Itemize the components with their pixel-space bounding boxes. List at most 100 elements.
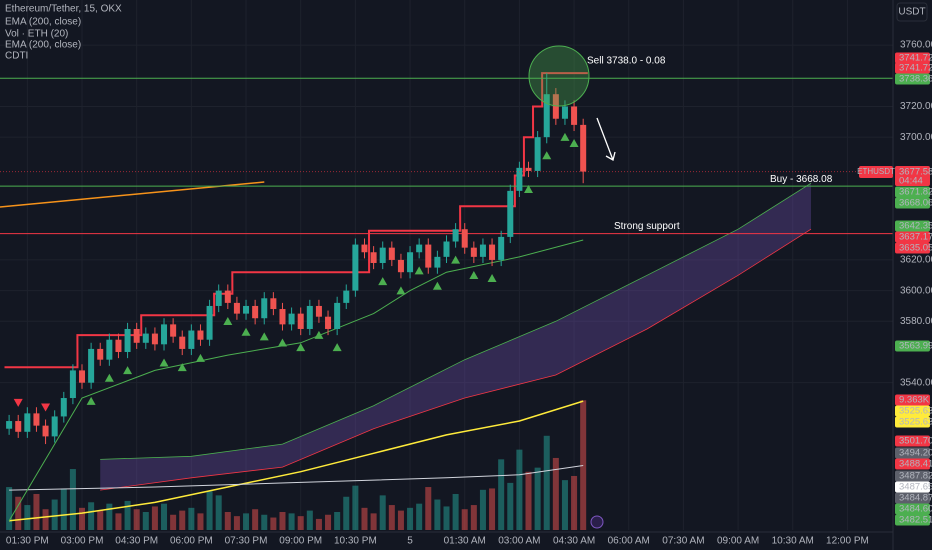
price-tag-label: 3488.41 <box>899 459 932 470</box>
volume-bar <box>580 400 587 530</box>
volume-bar <box>370 513 377 530</box>
y-tick-label: 3700.00 <box>900 132 932 143</box>
price-tag <box>895 394 930 406</box>
price-tag-label: 3668.06 <box>899 198 932 209</box>
candle-body <box>224 290 231 303</box>
event-icon[interactable] <box>590 515 604 529</box>
volume-bar <box>361 507 368 530</box>
candle-body <box>151 333 158 345</box>
price-tag-label: 3484.87 <box>899 493 932 504</box>
candle-body <box>571 106 578 125</box>
buy-signal <box>378 277 388 286</box>
candle-body <box>525 167 532 171</box>
candle-body <box>452 229 459 242</box>
price-tag <box>895 435 930 447</box>
legend-item: CDTI <box>5 51 28 62</box>
buy-signal <box>314 330 324 339</box>
volume-bar <box>88 502 95 530</box>
volume-bar <box>534 467 541 530</box>
price-tag-label: 3487.65 <box>899 482 932 493</box>
candle-body <box>124 328 131 352</box>
price-tag <box>895 492 930 504</box>
buy-signal <box>560 132 570 141</box>
y-tick-label: 3620.00 <box>900 255 932 266</box>
volume-bar <box>170 514 177 530</box>
candle-body <box>15 421 22 432</box>
candle-body <box>361 244 368 253</box>
currency-button[interactable] <box>896 2 928 22</box>
buy-signal <box>469 270 479 279</box>
volume-bar <box>288 513 295 530</box>
price-tag <box>895 481 930 493</box>
candle-body <box>561 106 568 119</box>
candle-body <box>233 302 240 314</box>
candle-body <box>79 370 86 383</box>
price-tag <box>895 73 930 85</box>
ema-line <box>9 400 584 522</box>
legend-symbol: Ethereum/Tether, 15, OKX <box>5 4 122 15</box>
candle-body <box>443 241 450 257</box>
price-tag-label: 3738.36 <box>899 74 932 85</box>
level-label: Buy - 3668.08 <box>770 174 833 185</box>
price-tag <box>895 52 930 64</box>
candle-body <box>197 330 204 340</box>
candle-body <box>325 316 332 329</box>
cloud-lower <box>100 228 812 491</box>
candle-body <box>543 94 550 138</box>
buy-signal <box>414 266 424 275</box>
volume-bar <box>60 488 67 530</box>
volume-bar <box>425 487 432 530</box>
x-tick-label: 12:00 PM <box>826 536 869 547</box>
buy-signal <box>296 343 306 352</box>
volume-bar <box>197 513 204 530</box>
volume-bar <box>552 457 559 530</box>
buy-signal <box>542 151 552 160</box>
x-tick-label: 07:30 AM <box>662 536 704 547</box>
price-tag-label: 3635.05 <box>899 243 932 254</box>
volume-bar <box>489 488 496 530</box>
candle-body <box>142 333 149 343</box>
x-tick-label: 09:00 AM <box>717 536 759 547</box>
candle-body <box>434 256 441 268</box>
price-tag-label: 3482.51 <box>899 515 932 526</box>
candle-body <box>407 252 414 273</box>
y-tick-label: 3720.00 <box>900 101 932 112</box>
currency-button-label[interactable]: USDT <box>898 7 925 18</box>
volume-bar <box>443 506 450 530</box>
volume-bar <box>397 510 404 530</box>
volume-bar <box>407 507 414 530</box>
candle-body <box>42 425 49 437</box>
volume-bar <box>561 480 568 530</box>
volume-bar <box>352 485 359 530</box>
candle-body <box>215 290 222 306</box>
candle-body <box>24 413 31 432</box>
volume-bar <box>252 509 259 530</box>
candle-body <box>161 324 168 345</box>
price-tag <box>895 340 930 352</box>
candle-body <box>6 421 13 429</box>
candle-body <box>106 339 113 360</box>
price-tag-label: 3563.99 <box>899 341 932 352</box>
candle-body <box>133 328 140 343</box>
candle-body <box>261 298 268 319</box>
volume-bar <box>133 509 140 530</box>
volume-bar <box>179 510 186 530</box>
buy-signal <box>159 358 169 367</box>
volume-bar <box>151 506 158 530</box>
candle-body <box>461 229 468 248</box>
x-tick-label: 04:30 PM <box>115 536 158 547</box>
symbol-tag <box>859 166 893 178</box>
buy-signal <box>396 286 406 295</box>
volume-bar <box>306 510 313 530</box>
price-tag <box>895 503 930 515</box>
price-tag-label: 3671.82 <box>899 187 932 198</box>
volume-bar <box>507 482 514 530</box>
price-tag <box>895 405 930 417</box>
price-tag <box>895 197 930 209</box>
x-tick-label: 04:30 AM <box>553 536 595 547</box>
volume-bar <box>79 507 86 530</box>
volume-bar <box>315 518 322 530</box>
x-tick-label: 06:00 PM <box>170 536 213 547</box>
x-tick-label: 01:30 PM <box>6 536 49 547</box>
